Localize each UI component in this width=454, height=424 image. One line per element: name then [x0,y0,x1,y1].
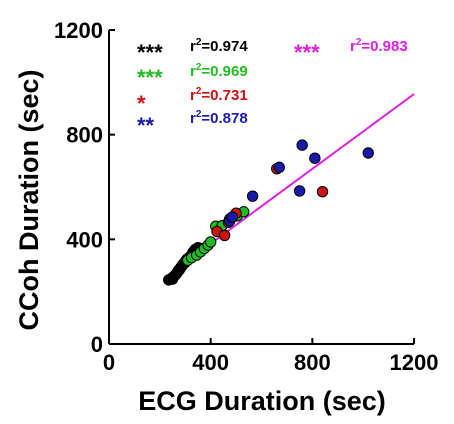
data-point [309,152,321,164]
significance-stars: *** [137,65,163,90]
significance-stars: ** [137,113,155,138]
significance-stars: *** [294,40,320,65]
x-tick-label: 1200 [390,350,439,375]
r-squared-superscript: 2 [196,86,202,97]
data-point [316,186,329,198]
significance-stars: * [137,91,146,116]
r-squared-label: r2=0.731 [190,86,248,104]
y-axis-ticks: 0 400 800 1200 [54,18,115,357]
significance-stars: *** [137,40,163,65]
x-axis-ticks: 0 400 800 1200 [103,338,439,375]
data-point [218,229,231,242]
data-point [296,139,308,151]
r-squared-value: =0.969 [201,63,247,80]
y-axis-title-group: CCoh Duration (sec) [14,69,44,330]
r-squared-label: r2=0.983 [350,37,408,55]
r-squared-prefix: r [190,63,196,80]
data-point [293,185,306,197]
data-point [273,161,285,174]
y-tick-label: 1200 [54,18,103,43]
x-tick-label: 800 [294,350,331,375]
y-tick-label: 800 [66,123,103,148]
r-squared-superscript: 2 [196,37,202,48]
r-squared-value: =0.878 [201,110,247,127]
data-point [226,211,238,223]
r-squared-superscript: 2 [196,109,202,120]
r-squared-value: =0.983 [361,38,407,55]
y-axis-title: CCoh Duration (sec) [14,69,44,330]
x-axis-title: ECG Duration (sec) [138,386,386,416]
r-squared-superscript: 2 [196,62,202,73]
plot-area [163,93,415,286]
r-squared-label: r2=0.878 [190,109,248,127]
r-squared-label: r2=0.969 [190,62,248,80]
r-squared-prefix: r [190,38,196,55]
annotations: *** r2=0.974*** r2=0.969* r2=0.731** r2=0.87… [137,37,408,138]
r-squared-superscript: 2 [356,37,362,48]
y-tick-label: 0 [91,332,103,357]
y-tick-label: 400 [66,227,103,252]
r-squared-prefix: r [190,110,196,127]
data-point [246,190,259,202]
r-squared-value: =0.731 [201,87,247,104]
r-squared-prefix: r [190,87,196,104]
data-point [204,236,217,248]
r-squared-value: =0.974 [201,38,248,55]
x-tick-label: 400 [192,350,229,375]
r-squared-label: r2=0.974 [190,37,248,55]
r-squared-prefix: r [350,38,356,55]
data-point [362,147,374,159]
x-tick-label: 0 [103,350,115,375]
